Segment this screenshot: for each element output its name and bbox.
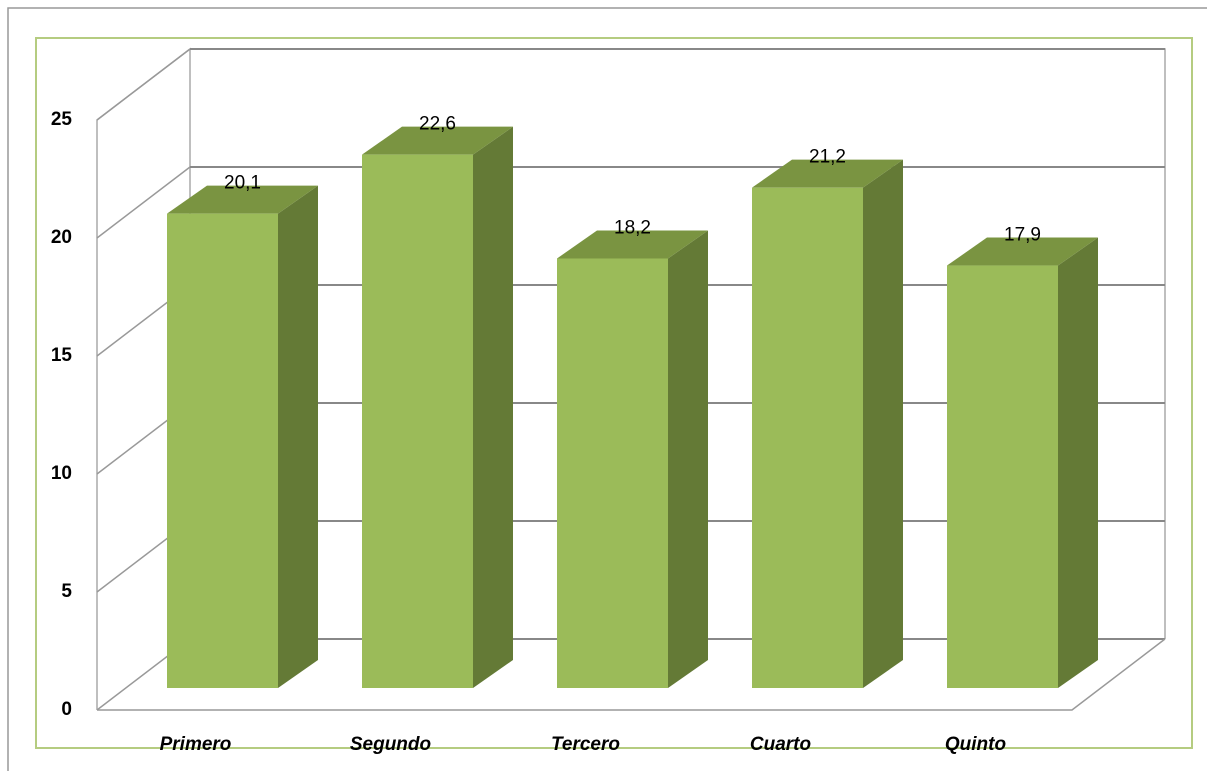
bar-side	[863, 159, 903, 688]
y-tick-label: 5	[61, 581, 72, 602]
outer-frame	[7, 7, 1207, 771]
bar-top	[362, 126, 513, 155]
bar	[167, 213, 278, 688]
plot-frame	[35, 37, 1193, 749]
floor-edge	[97, 638, 1166, 711]
x-tick-label: Primero	[160, 734, 232, 755]
value-label: 18,2	[614, 217, 651, 238]
bar	[947, 265, 1058, 688]
grid-line	[96, 166, 191, 239]
bar-top	[557, 230, 708, 259]
y-tick-label: 0	[61, 699, 72, 720]
y-tick-label: 20	[51, 227, 72, 248]
bar-top	[947, 237, 1098, 266]
x-tick-label: Quinto	[945, 734, 1006, 755]
x-tick-label: Segundo	[350, 734, 431, 755]
bar-side	[1058, 237, 1098, 688]
bar-top	[752, 159, 903, 188]
value-label: 17,9	[1004, 225, 1041, 246]
bar-top	[167, 185, 318, 214]
bar	[362, 154, 473, 688]
value-label: 20,1	[224, 173, 261, 194]
y-tick-label: 15	[51, 345, 73, 366]
bar-side	[668, 230, 708, 689]
value-label: 22,6	[419, 114, 456, 135]
value-label: 21,2	[809, 147, 846, 168]
x-tick-label: Cuarto	[750, 734, 811, 755]
bar	[752, 187, 863, 688]
bar-side	[473, 126, 513, 688]
grid-line	[96, 48, 191, 121]
x-tick-label: Tercero	[551, 734, 620, 755]
bar-side	[278, 185, 318, 688]
bar	[557, 258, 668, 688]
y-tick-label: 25	[51, 109, 73, 130]
y-tick-label: 10	[51, 463, 72, 484]
